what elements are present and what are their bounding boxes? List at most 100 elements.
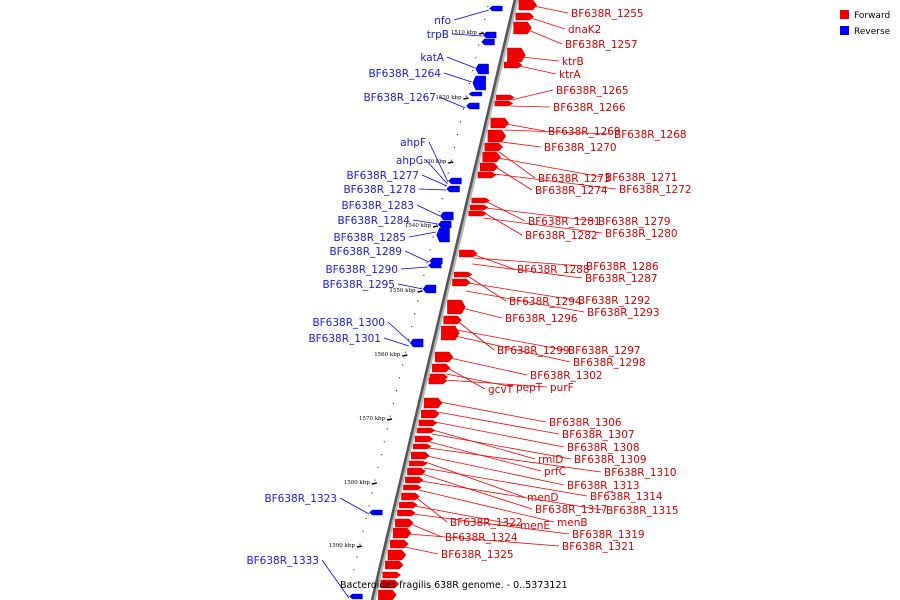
reverse-gene-label: BF638R_1277 (346, 170, 419, 182)
forward-connector (465, 290, 585, 313)
forward-connector (511, 89, 554, 101)
kbp-tick (386, 418, 393, 421)
reverse-connector (339, 497, 370, 515)
reverse-gene-label: BF638R_1283 (341, 200, 414, 212)
reverse-gene-label: BF638R_1301 (308, 333, 381, 345)
forward-gene (515, 12, 535, 21)
minor-tick (478, 44, 480, 46)
forward-connector (473, 257, 584, 267)
forward-gene (494, 100, 514, 107)
kbp-label: 1580 kbp (344, 480, 371, 486)
minor-tick (408, 338, 410, 340)
kbp-tick (478, 32, 485, 35)
forward-gene-label: BF638R_1273 (538, 173, 611, 185)
forward-gene-label: BF638R_1268 (614, 129, 687, 141)
forward-gene (395, 518, 414, 528)
forward-gene-label: pepT (516, 382, 543, 394)
forward-gene-label: rmlD (538, 454, 563, 466)
kbp-tick (463, 97, 469, 100)
reverse-gene-label: BF638R_1295 (322, 279, 395, 291)
forward-connector (412, 513, 570, 535)
minor-tick (456, 134, 458, 136)
kbp-tick (356, 545, 363, 548)
forward-gene (421, 409, 440, 419)
reverse-gene (468, 91, 483, 97)
forward-gene (378, 589, 397, 600)
forward-connector (461, 307, 503, 319)
kbp-label: 1590 kbp (329, 543, 356, 549)
minor-tick (347, 594, 349, 596)
forward-gene (459, 249, 478, 258)
minor-tick (411, 326, 413, 328)
forward-gene-label: ktrA (559, 69, 582, 81)
minor-tick (450, 159, 452, 161)
forward-connector (422, 473, 533, 510)
forward-gene-label: BF638R_1274 (535, 185, 608, 197)
forward-connector (429, 441, 542, 472)
reverse-gene (409, 338, 424, 348)
forward-gene (477, 171, 497, 179)
forward-connector (533, 5, 569, 14)
reverse-gene-label: BF638R_1285 (333, 232, 406, 244)
minor-tick (435, 223, 437, 225)
forward-connector (458, 321, 495, 351)
forward-connector (505, 123, 546, 132)
forward-gene (407, 467, 426, 476)
forward-connector (408, 533, 560, 547)
forward-connector (455, 335, 571, 363)
kbp-label: 1570 kbp (359, 416, 386, 422)
minor-tick (374, 479, 376, 481)
minor-tick (350, 582, 352, 584)
forward-gene (484, 142, 504, 152)
kbp-tick (448, 161, 454, 164)
forward-gene (401, 492, 420, 501)
forward-gene-label: menB (557, 517, 588, 529)
forward-connector (504, 129, 612, 135)
reverse-gene (472, 75, 486, 91)
forward-connector (428, 447, 602, 473)
gene-features (349, 0, 538, 600)
forward-connector (439, 401, 547, 423)
forward-connector (493, 173, 617, 190)
forward-connector (530, 17, 566, 30)
legend-swatch-reverse (840, 26, 849, 35)
minor-tick (466, 95, 468, 97)
axis-shadow (371, 0, 519, 600)
forward-connector (425, 461, 525, 498)
forward-gene (452, 278, 471, 287)
forward-gene-label: BF638R_1272 (619, 184, 692, 196)
forward-gene-label: prfC (544, 466, 566, 478)
forward-gene-label: BF638R_1271 (605, 172, 678, 184)
forward-gene-label: BF638R_1314 (590, 491, 663, 503)
reverse-gene (440, 211, 454, 221)
reverse-gene-label: trpB (427, 29, 449, 41)
reverse-gene (436, 227, 450, 243)
forward-gene-label: BF638R_1296 (505, 313, 578, 325)
legend: Forward Reverse (840, 10, 891, 37)
forward-connector (416, 497, 448, 523)
forward-connector (501, 141, 542, 148)
reverse-gene-label: katA (420, 52, 444, 64)
forward-gene (468, 210, 487, 217)
forward-gene (441, 325, 460, 341)
axis-line (370, 0, 517, 600)
forward-connector (487, 201, 526, 222)
forward-connector (437, 411, 560, 435)
forward-gene-label: BF638R_1321 (562, 541, 635, 553)
forward-gene-label: BF638R_1266 (553, 102, 626, 114)
minor-tick (426, 262, 428, 264)
forward-gene-label: BF638R_1322 (450, 517, 523, 529)
forward-gene (411, 451, 430, 460)
kbp-label: 1540 kbp (405, 223, 432, 229)
minor-tick (441, 198, 443, 200)
reverse-gene (427, 262, 442, 269)
reverse-gene (448, 177, 462, 185)
minor-tick (420, 287, 422, 289)
forward-gene-label: BF638R_1313 (567, 480, 640, 492)
kbp-tick (432, 225, 439, 228)
kbp-label: 1530 kbp (420, 159, 447, 165)
kbp-label: 1510 kbp (451, 30, 478, 36)
minor-tick (402, 364, 404, 366)
